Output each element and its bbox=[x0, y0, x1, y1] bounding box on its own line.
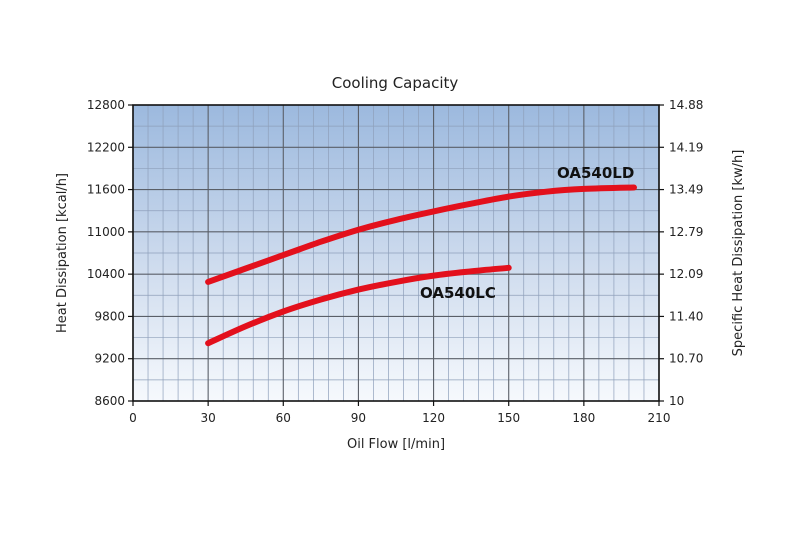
y-axis-ticks: 8600 9200 9800 10400 11000 11600 12200 12800 bbox=[87, 98, 133, 408]
x-tick-label: 120 bbox=[422, 411, 445, 425]
y2-tick-label: 10 bbox=[669, 394, 684, 408]
y2-tick-label: 12.79 bbox=[669, 225, 703, 239]
x-axis-title: Oil Flow [l/min] bbox=[347, 437, 445, 452]
y2-tick-label: 13.49 bbox=[669, 183, 703, 197]
x-tick-label: 0 bbox=[129, 411, 137, 425]
y-tick-label: 11000 bbox=[87, 225, 125, 239]
y-tick-label: 8600 bbox=[94, 394, 125, 408]
y-tick-label: 12200 bbox=[87, 140, 125, 154]
x-tick-label: 60 bbox=[276, 411, 291, 425]
x-tick-label: 180 bbox=[572, 411, 595, 425]
series-label-oa540ld: OA540LD bbox=[557, 164, 634, 182]
y-tick-label: 12800 bbox=[87, 98, 125, 112]
series-line-oa540lc bbox=[205, 264, 512, 347]
minor-grid bbox=[133, 105, 659, 401]
y2-tick-label: 12.09 bbox=[669, 267, 703, 281]
y2-axis-title: Specific Heat Dissipation [kw/h] bbox=[731, 150, 746, 357]
y-tick-label: 9800 bbox=[94, 309, 125, 323]
y2-tick-label: 10.70 bbox=[669, 352, 703, 366]
y2-tick-label: 11.40 bbox=[669, 309, 703, 323]
y2-axis-ticks: 10 10.70 11.40 12.09 12.79 13.49 14.19 14.88 bbox=[659, 98, 703, 408]
y-axis-title: Heat Dissipation [kcal/h] bbox=[55, 173, 70, 333]
series-line-oa540ld bbox=[205, 184, 637, 285]
chart-title: Cooling Capacity bbox=[332, 74, 459, 92]
x-tick-label: 90 bbox=[351, 411, 366, 425]
plot-frame bbox=[132, 104, 660, 402]
y2-tick-label: 14.88 bbox=[669, 98, 703, 112]
x-axis-ticks: 0 30 60 90 120 150 180 210 bbox=[129, 401, 670, 425]
x-tick-label: 30 bbox=[201, 411, 216, 425]
y2-tick-label: 14.19 bbox=[669, 140, 703, 154]
x-tick-label: 210 bbox=[648, 411, 671, 425]
y-tick-label: 9200 bbox=[94, 352, 125, 366]
series-label-oa540lc: OA540LC bbox=[420, 284, 496, 302]
y-tick-label: 10400 bbox=[87, 267, 125, 281]
y-tick-label: 11600 bbox=[87, 183, 125, 197]
x-tick-label: 150 bbox=[497, 411, 520, 425]
series-lines bbox=[205, 184, 637, 347]
